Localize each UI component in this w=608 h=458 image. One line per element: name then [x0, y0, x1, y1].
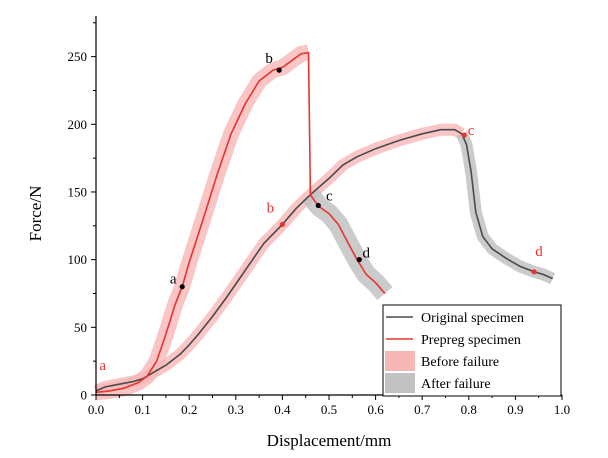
point-marker-original-b	[279, 221, 285, 228]
legend-label-before-failure: Before failure	[421, 355, 499, 370]
x-tick-label: 0.4	[274, 402, 291, 417]
point-label-prepreg-d: d	[363, 246, 371, 262]
y-tick-label: 100	[68, 252, 88, 267]
point-label-prepreg-a: a	[170, 272, 177, 288]
x-axis-title: Displacement/mm	[267, 431, 392, 450]
axes: 0.0 0.1 0.2 0.3 0.4 0.5 0.6 0.7 0.8 0.9 1.0 0 50 100 1…	[26, 16, 570, 450]
y-tick-label: 50	[74, 320, 87, 335]
point-marker-original-c	[461, 132, 467, 138]
x-tick-label: 0.9	[507, 402, 523, 417]
legend: Original specimen Prepreg specimen Before …	[382, 304, 562, 397]
y-tick-label: 150	[68, 184, 88, 199]
point-label-original-b: b	[267, 200, 275, 216]
legend-swatch-before-failure	[385, 351, 415, 371]
prepreg-specimen-band-after-failure	[302, 189, 393, 301]
point-marker-original-d	[531, 269, 537, 275]
series-lines	[95, 51, 554, 394]
y-tick-label: 200	[68, 117, 88, 132]
y-tick-label: 0	[81, 388, 88, 403]
point-label-prepreg-b: b	[265, 51, 273, 67]
legend-label-original-specimen: Original specimen	[421, 311, 524, 326]
point-label-original-a: a	[99, 358, 106, 374]
x-tick-label: 0.1	[134, 402, 150, 417]
x-tick-label: 1.0	[554, 402, 570, 417]
x-tick-label: 0.8	[461, 402, 477, 417]
y-axis-title: Force/N	[26, 186, 45, 242]
marked-points: a b c d a b c d	[99, 51, 543, 374]
x-tick-label: 0.0	[88, 402, 104, 417]
point-label-prepreg-c: c	[326, 189, 333, 205]
legend-label-prepreg-specimen: Prepreg specimen	[421, 333, 521, 348]
legend-label-after-failure: After failure	[421, 377, 491, 392]
point-marker-prepreg-b	[276, 67, 282, 73]
x-tick-label: 0.5	[321, 402, 337, 417]
original-specimen-line	[95, 128, 554, 392]
y-tick-label: 250	[68, 49, 88, 64]
x-tick-label: 0.3	[228, 402, 244, 417]
legend-swatch-after-failure	[385, 373, 415, 393]
point-label-original-d: d	[535, 244, 543, 260]
point-marker-prepreg-c	[315, 202, 321, 209]
x-tick-label: 0.7	[414, 402, 431, 417]
x-tick-label: 0.2	[181, 402, 197, 417]
point-marker-prepreg-d	[356, 257, 362, 263]
prepreg-specimen-line	[95, 51, 386, 394]
point-label-original-c: c	[468, 123, 475, 139]
x-tick-label: 0.6	[367, 402, 384, 417]
point-marker-prepreg-a	[179, 284, 185, 290]
